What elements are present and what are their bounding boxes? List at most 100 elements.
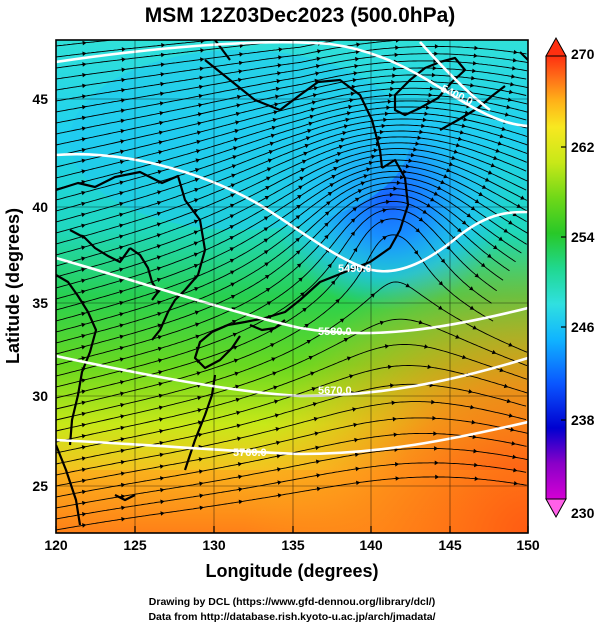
x-tick-labels: 120 125 130 135 140 145 150 (44, 537, 540, 553)
streamline-arrow (393, 432, 398, 438)
streamline-arrow (395, 476, 400, 481)
streamline-arrow (343, 338, 349, 343)
streamline-arrow (120, 128, 125, 134)
streamline-arrow (158, 381, 163, 387)
streamline-arrow (81, 201, 86, 207)
streamline-arrow (119, 201, 124, 207)
streamline-arrow (353, 71, 358, 76)
streamline-arrow (273, 385, 278, 390)
streamline-arrow (119, 180, 124, 185)
streamline-arrow (81, 169, 86, 174)
streamline-arrow (311, 100, 317, 105)
streamline-arrow (354, 197, 360, 202)
streamline-arrow (81, 289, 86, 295)
streamline-arrow (274, 102, 279, 107)
streamline-arrow (81, 190, 86, 196)
streamline-arrow (81, 223, 86, 229)
streamline-arrow (462, 354, 467, 360)
streamline (56, 67, 527, 135)
streamline-arrow (507, 97, 513, 102)
streamline (56, 194, 510, 366)
streamline-arrow (269, 141, 275, 147)
streamline-arrow (469, 305, 475, 310)
streamline-arrow (431, 399, 436, 405)
streamline-arrow (310, 107, 316, 112)
streamline-arrow (157, 169, 163, 175)
colorbar-top-triangle (545, 36, 567, 57)
streamline-arrow (119, 357, 125, 362)
streamline-arrow (229, 203, 235, 208)
streamline-arrow (357, 189, 363, 194)
streamline-arrow (159, 440, 164, 446)
streamline-arrow (451, 155, 456, 161)
streamline-arrow (121, 516, 126, 522)
streamline-arrow (297, 195, 302, 200)
streamline-arrow (506, 398, 512, 404)
streamline-arrow (82, 523, 87, 528)
streamline-arrow (399, 174, 405, 180)
streamline-arrow (81, 311, 86, 317)
streamline-arrow (356, 42, 361, 47)
streamline-arrow (497, 141, 503, 146)
streamline-arrow (303, 151, 308, 156)
streamline-arrow (193, 230, 199, 235)
streamline-arrow (199, 493, 204, 499)
streamline (56, 476, 527, 531)
streamline-arrow (457, 136, 463, 142)
y-tick-label: 35 (32, 295, 48, 311)
streamline-arrow (268, 329, 274, 334)
streamline-arrow (81, 126, 87, 131)
streamline-arrow (432, 65, 437, 71)
streamline-arrow (264, 262, 269, 267)
streamline-arrow (275, 86, 281, 92)
streamline-arrow (197, 395, 202, 401)
streamline-arrow (443, 174, 448, 179)
colorbar-tick-label: 238 (571, 412, 595, 428)
streamline-arrow (455, 334, 460, 339)
streamline-arrow (198, 93, 204, 99)
streamline-arrow (327, 263, 332, 269)
streamline-arrow (329, 183, 335, 188)
streamline-arrow (232, 155, 237, 160)
streamline-arrow (316, 486, 322, 492)
streamline-arrow (427, 364, 432, 370)
streamline-arrow (119, 289, 124, 295)
streamline-arrow (370, 293, 375, 298)
streamline-arrow (265, 287, 271, 293)
streamline-arrow (508, 413, 514, 418)
streamline-arrow (473, 53, 478, 58)
streamline-arrow (355, 56, 360, 62)
x-tick-label: 130 (202, 537, 226, 553)
streamline-arrow (195, 149, 201, 154)
streamline-arrow (264, 274, 270, 280)
streamline-arrow (307, 128, 312, 134)
streamline-arrow (159, 417, 164, 422)
streamline (56, 200, 504, 377)
streamline-arrow (81, 489, 87, 495)
streamline-arrow (437, 185, 442, 190)
streamline-arrow (487, 253, 492, 258)
streamline (56, 40, 338, 80)
y-tick-label: 25 (32, 478, 48, 494)
streamline-arrow (156, 266, 162, 271)
streamline-arrow (425, 105, 431, 110)
streamline-arrow (121, 57, 126, 62)
streamline-arrow (82, 94, 87, 99)
streamline-arrow (381, 123, 386, 129)
streamline-arrow (335, 298, 340, 304)
colorbar-tick-label: 254 (571, 229, 595, 245)
streamline-arrow (160, 91, 165, 97)
streamline-arrow (119, 212, 124, 218)
streamline-arrow (418, 217, 424, 222)
streamline-arrow (276, 440, 281, 446)
streamline-arrow (160, 487, 165, 493)
streamline-arrow (472, 60, 478, 66)
streamline-arrow (236, 94, 242, 100)
streamline-arrow (379, 129, 384, 135)
streamline-arrow (359, 267, 364, 273)
streamline-arrow (315, 445, 320, 451)
streamline-arrow (484, 177, 490, 182)
streamline-arrow (338, 144, 344, 150)
streamline-arrow (197, 112, 203, 117)
streamline-arrow (490, 163, 496, 168)
